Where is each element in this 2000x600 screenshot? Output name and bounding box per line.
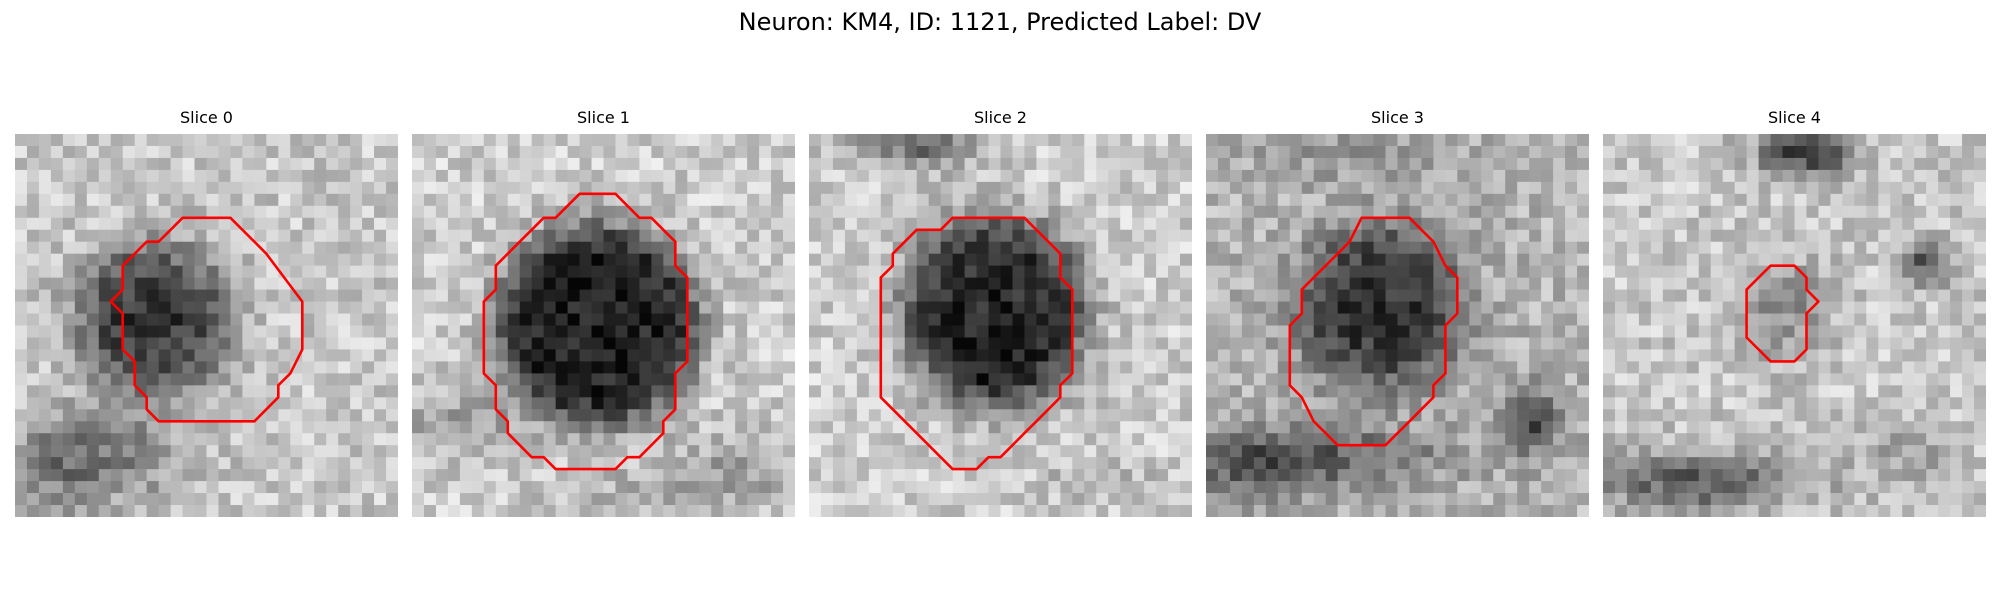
slice-title: Slice 1 bbox=[577, 108, 630, 127]
slice-panel-0: Slice 0 bbox=[15, 108, 398, 517]
segmentation-contour bbox=[1745, 264, 1820, 363]
slice-title: Slice 4 bbox=[1768, 108, 1821, 127]
slice-image bbox=[412, 134, 795, 517]
segmentation-contour bbox=[1288, 216, 1459, 447]
segmentation-contour bbox=[482, 192, 689, 471]
segmentation-contour bbox=[879, 216, 1074, 471]
slice-image bbox=[1206, 134, 1589, 517]
slice-panel-2: Slice 2 bbox=[809, 108, 1192, 517]
pixel-grid bbox=[15, 134, 398, 517]
slice-image bbox=[809, 134, 1192, 517]
slice-image bbox=[15, 134, 398, 517]
slice-panel-1: Slice 1 bbox=[412, 108, 795, 517]
pixel-grid bbox=[809, 134, 1192, 517]
slice-title: Slice 2 bbox=[974, 108, 1027, 127]
pixel-grid bbox=[412, 134, 795, 517]
segmentation-contour bbox=[109, 216, 304, 423]
slice-panel-3: Slice 3 bbox=[1206, 108, 1589, 517]
pixel-grid bbox=[1206, 134, 1589, 517]
slice-title: Slice 3 bbox=[1371, 108, 1424, 127]
pixel-grid bbox=[1603, 134, 1986, 517]
slice-image bbox=[1603, 134, 1986, 517]
slice-panel-4: Slice 4 bbox=[1603, 108, 1986, 517]
slice-title: Slice 0 bbox=[180, 108, 233, 127]
figure-title: Neuron: KM4, ID: 1121, Predicted Label: … bbox=[738, 8, 1262, 36]
